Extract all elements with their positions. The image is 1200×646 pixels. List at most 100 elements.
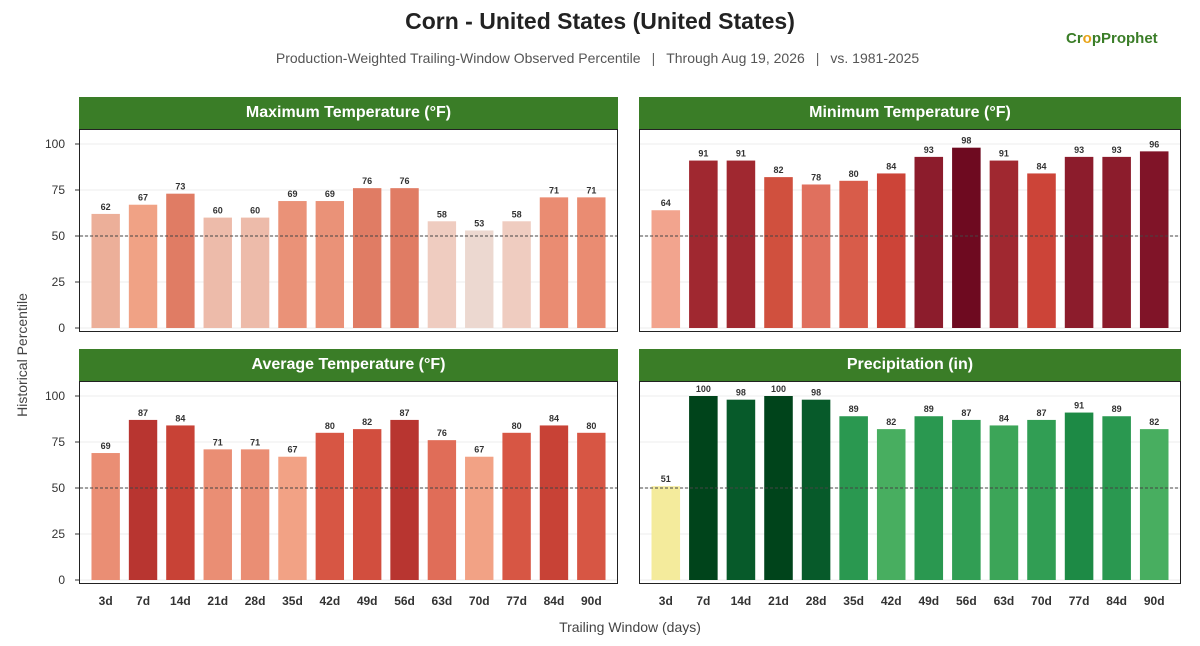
y-tick-label: 25 [52,275,66,289]
bar-value-label: 78 [811,172,821,182]
bar-35d [839,180,868,328]
bar-value-label: 82 [362,417,372,427]
bar-70d [1027,173,1056,328]
x-tick-label: 3d [99,594,113,608]
bar-value-label: 91 [736,149,746,159]
bar-77d [502,221,531,328]
bar-value-label: 89 [1112,404,1122,414]
x-tick-label: 90d [581,594,602,608]
bar-84d [539,197,569,328]
x-tick-label: 14d [170,594,191,608]
bar-49d [352,429,382,580]
bar-77d [502,432,531,580]
bar-value-label: 71 [250,437,260,447]
bar-84d [539,425,569,580]
subtitle-method: Production-Weighted Trailing-Window Obse… [275,50,641,66]
x-tick-label: 77d [1069,594,1090,608]
bar-value-label: 87 [400,408,410,418]
bar-value-label: 93 [1112,145,1122,155]
bar-value-label: 73 [175,182,185,192]
bar-28d [801,184,831,328]
bar-70d [1027,419,1056,580]
subtitle-separator: | [815,50,820,66]
bar-56d [952,147,981,328]
bar-3d [651,210,681,328]
bar-value-label: 76 [437,428,447,438]
bar-value-label: 84 [886,161,896,171]
bar-value-label: 67 [287,445,297,455]
y-tick-label: 100 [45,137,65,151]
x-tick-label: 56d [956,594,977,608]
bar-value-label: 58 [437,209,447,219]
bar-value-label: 67 [474,445,484,455]
bar-value-label: 84 [175,413,185,423]
bar-28d [801,399,831,580]
bar-value-label: 98 [736,388,746,398]
cropprophet-logo: CropProphet [1066,30,1158,47]
bar-70d [465,230,494,328]
bar-84d [1102,416,1131,580]
x-tick-label: 90d [1144,594,1165,608]
bar-value-label: 80 [512,421,522,431]
x-tick-label: 70d [469,594,490,608]
bar-value-label: 53 [474,218,484,228]
bar-value-label: 91 [999,149,1009,159]
bar-value-label: 87 [1036,408,1046,418]
plot-frame [79,129,618,332]
bar-value-label: 89 [849,404,859,414]
y-tick-label: 100 [45,389,65,403]
bar-90d [577,432,606,580]
x-tick-label: 28d [806,594,827,608]
bar-value-label: 58 [512,209,522,219]
bar-35d [278,201,307,328]
bar-35d [839,416,868,580]
bar-21d [764,177,793,328]
bar-value-label: 82 [1149,417,1159,427]
bar-14d [166,193,195,328]
bar-value-label: 71 [586,185,596,195]
bar-42d [315,201,345,328]
bar-value-label: 62 [101,202,111,212]
bar-28d [240,217,270,328]
bar-14d [726,160,756,328]
bar-42d [876,173,906,328]
bar-90d [1139,429,1169,580]
x-tick-label: 84d [1106,594,1127,608]
subtitle-baseline: vs. 1981-2025 [830,50,920,66]
chart-subtitle: Production-Weighted Trailing-Window Obse… [0,50,1195,66]
x-tick-label: 84d [544,594,565,608]
x-tick-label: 63d [994,594,1015,608]
x-tick-label: 49d [918,594,939,608]
y-tick-label: 75 [52,435,66,449]
bar-value-label: 84 [999,413,1009,423]
x-tick-label: 56d [394,594,415,608]
y-tick-label: 50 [52,481,66,495]
bar-49d [914,156,944,328]
bar-value-label: 80 [849,169,859,179]
bar-90d [577,197,606,328]
bar-value-label: 87 [138,408,148,418]
bar-value-label: 80 [586,421,596,431]
bar-value-label: 98 [811,388,821,398]
x-tick-label: 3d [659,594,673,608]
bar-value-label: 100 [771,384,786,394]
bar-value-label: 51 [661,474,671,484]
bar-value-label: 80 [325,421,335,431]
panel-header-precip: Precipitation (in) [639,349,1181,381]
bar-56d [952,419,981,580]
x-tick-label: 7d [136,594,150,608]
bar-value-label: 91 [1074,401,1084,411]
bar-42d [876,429,906,580]
chart-title: Corn - United States (United States) [405,8,795,34]
y-tick-label: 25 [52,527,66,541]
panel-header-min-temp: Minimum Temperature (°F) [639,97,1181,129]
subtitle-date: Through Aug 19, 2026 [666,50,805,66]
bar-63d [427,440,457,580]
bar-value-label: 69 [287,189,297,199]
x-tick-label: 77d [506,594,527,608]
bar-value-label: 76 [400,176,410,186]
subtitle-separator: | [651,50,656,66]
bar-21d [203,217,232,328]
bar-49d [914,416,944,580]
plot-frame [639,129,1181,332]
